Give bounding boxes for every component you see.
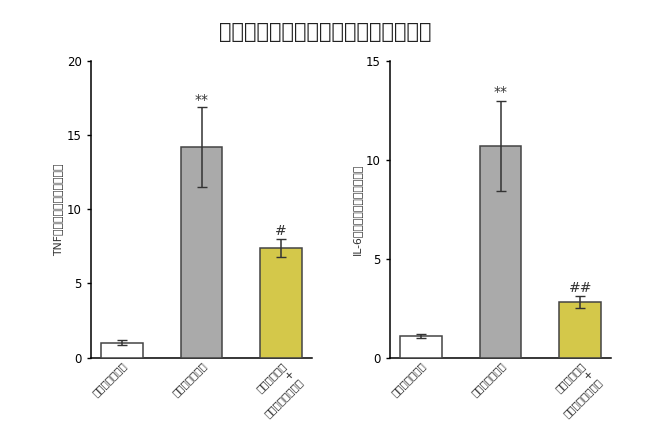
Y-axis label: IL-6遺伝子発現量（相対比）: IL-6遺伝子発現量（相対比） (352, 164, 362, 255)
Bar (400, 336, 441, 358)
Text: 肺の炎症性サイトカイン遺伝子発現量: 肺の炎症性サイトカイン遺伝子発現量 (219, 22, 431, 42)
Bar (480, 146, 521, 358)
Text: **: ** (493, 85, 508, 99)
Bar (101, 343, 142, 358)
Y-axis label: TNF遺伝子発現量（相対比）: TNF遺伝子発現量（相対比） (53, 163, 63, 255)
Text: **: ** (194, 93, 209, 107)
Text: #: # (276, 224, 287, 238)
Bar (261, 248, 302, 358)
Text: ##: ## (569, 281, 592, 295)
Bar (181, 147, 222, 358)
Bar (560, 302, 601, 358)
